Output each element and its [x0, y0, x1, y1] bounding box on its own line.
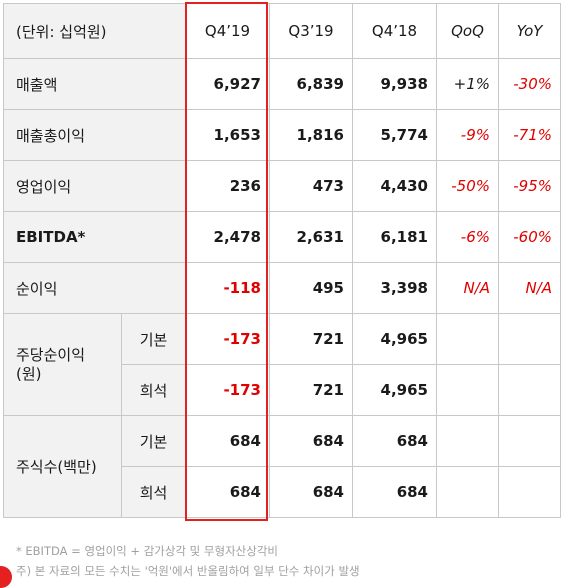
cell-q4-18: 5,774	[352, 109, 437, 161]
cell-qoq	[436, 415, 499, 467]
cell-qoq	[436, 313, 499, 365]
cell-q3-19: 721	[269, 364, 353, 416]
cell-q4-18: 4,965	[352, 364, 437, 416]
cell-q4-18: 6,181	[352, 211, 437, 263]
cell-q3-19: 6,839	[269, 58, 353, 110]
financial-summary-table: (단위: 십억원) Q4’19 Q3’19 Q4’18 QoQ YoY 매출액 …	[3, 3, 561, 518]
cell-q4-19: 6,927	[185, 58, 270, 110]
footnotes: * EBITDA = 영업이익 + 감가상각 및 무형자산상각비 주) 본 자료…	[16, 541, 360, 581]
cell-q3-19: 684	[269, 466, 353, 518]
table-row: EBITDA* 2,478 2,631 6,181 -6% -60%	[3, 211, 561, 263]
cell-q4-19: 684	[185, 415, 270, 467]
cell-yoy: -60%	[498, 211, 561, 263]
sub-label-diluted: 희석	[121, 466, 186, 518]
col-q4-18: Q4’18	[352, 3, 437, 59]
cell-q3-19: 684	[269, 415, 353, 467]
cell-qoq: N/A	[436, 262, 499, 314]
cell-yoy: -95%	[498, 160, 561, 212]
row-label: 영업이익	[3, 160, 186, 212]
cell-q4-18: 3,398	[352, 262, 437, 314]
cell-qoq	[436, 466, 499, 518]
cell-yoy	[498, 466, 561, 518]
table-row: 희석 -173 721 4,965	[4, 364, 561, 416]
table-row: 영업이익 236 473 4,430 -50% -95%	[3, 160, 561, 212]
shares-label: 주식수(백만)	[3, 415, 122, 518]
cell-q4-19: 684	[185, 466, 270, 518]
cell-q4-18: 684	[352, 415, 437, 467]
cell-q4-19: 2,478	[185, 211, 270, 263]
footnote-ebitda: * EBITDA = 영업이익 + 감가상각 및 무형자산상각비	[16, 544, 278, 558]
row-label: 매출총이익	[3, 109, 186, 161]
unit-label: (단위: 십억원)	[3, 3, 186, 59]
col-q3-19: Q3’19	[269, 3, 353, 59]
cell-q4-19: 236	[185, 160, 270, 212]
row-label: 순이익	[3, 262, 186, 314]
cell-qoq	[436, 364, 499, 416]
table-row: 매출총이익 1,653 1,816 5,774 -9% -71%	[3, 109, 561, 161]
footnote-rounding: 주) 본 자료의 모든 수치는 '억원'에서 반올림하여 일부 단수 차이가 발…	[16, 564, 360, 578]
col-q4-19: Q4’19	[185, 3, 270, 59]
col-qoq: QoQ	[436, 3, 499, 59]
table-row: 희석 684 684 684	[4, 466, 561, 518]
row-label: 매출액	[3, 58, 186, 110]
cell-q3-19: 2,631	[269, 211, 353, 263]
table-row: 주당순이익 (원) 기본 -173 721 4,965	[3, 313, 561, 416]
cell-q4-19: -173	[185, 313, 270, 365]
table-row: 매출액 6,927 6,839 9,938 +1% -30%	[3, 58, 561, 110]
sub-label-basic: 기본	[121, 415, 186, 467]
brand-corner-shape	[0, 566, 12, 588]
cell-q4-18: 4,965	[352, 313, 437, 365]
cell-qoq: +1%	[436, 58, 499, 110]
row-label: EBITDA*	[3, 211, 186, 263]
cell-yoy	[498, 415, 561, 467]
cell-yoy	[498, 313, 561, 365]
cell-qoq: -50%	[436, 160, 499, 212]
table-row: 주식수(백만) 기본 684 684 684	[3, 415, 561, 518]
cell-yoy	[498, 364, 561, 416]
cell-q3-19: 721	[269, 313, 353, 365]
header-row: (단위: 십억원) Q4’19 Q3’19 Q4’18 QoQ YoY	[3, 3, 561, 59]
cell-q4-19: -118	[185, 262, 270, 314]
cell-q4-19: 1,653	[185, 109, 270, 161]
sub-label-basic: 기본	[121, 313, 186, 365]
cell-q4-18: 684	[352, 466, 437, 518]
cell-q3-19: 495	[269, 262, 353, 314]
cell-q3-19: 1,816	[269, 109, 353, 161]
table-row: 순이익 -118 495 3,398 N/A N/A	[3, 262, 561, 314]
cell-q4-18: 4,430	[352, 160, 437, 212]
cell-q4-18: 9,938	[352, 58, 437, 110]
cell-q3-19: 473	[269, 160, 353, 212]
eps-label: 주당순이익 (원)	[3, 313, 122, 416]
cell-yoy: N/A	[498, 262, 561, 314]
sub-label-diluted: 희석	[121, 364, 186, 416]
cell-yoy: -30%	[498, 58, 561, 110]
cell-qoq: -9%	[436, 109, 499, 161]
cell-q4-19: -173	[185, 364, 270, 416]
cell-yoy: -71%	[498, 109, 561, 161]
col-yoy: YoY	[498, 3, 561, 59]
cell-qoq: -6%	[436, 211, 499, 263]
